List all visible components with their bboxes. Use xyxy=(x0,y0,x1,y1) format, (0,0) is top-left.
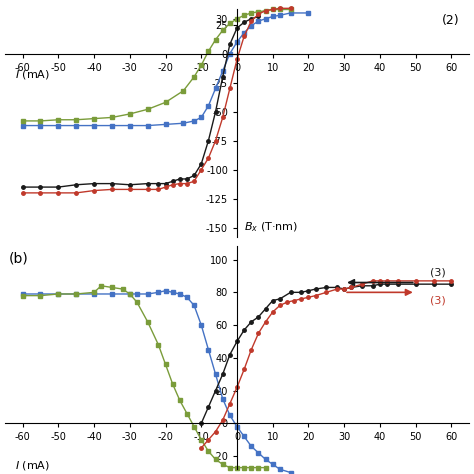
Text: (3): (3) xyxy=(430,268,446,278)
Text: (2): (2) xyxy=(442,14,460,27)
Text: (b): (b) xyxy=(9,251,28,265)
Text: $I$ (mA): $I$ (mA) xyxy=(16,459,51,473)
Text: (3): (3) xyxy=(430,296,446,306)
Text: $I$ (mA): $I$ (mA) xyxy=(16,67,51,81)
Text: $B_x$ (T·nm): $B_x$ (T·nm) xyxy=(244,220,298,234)
